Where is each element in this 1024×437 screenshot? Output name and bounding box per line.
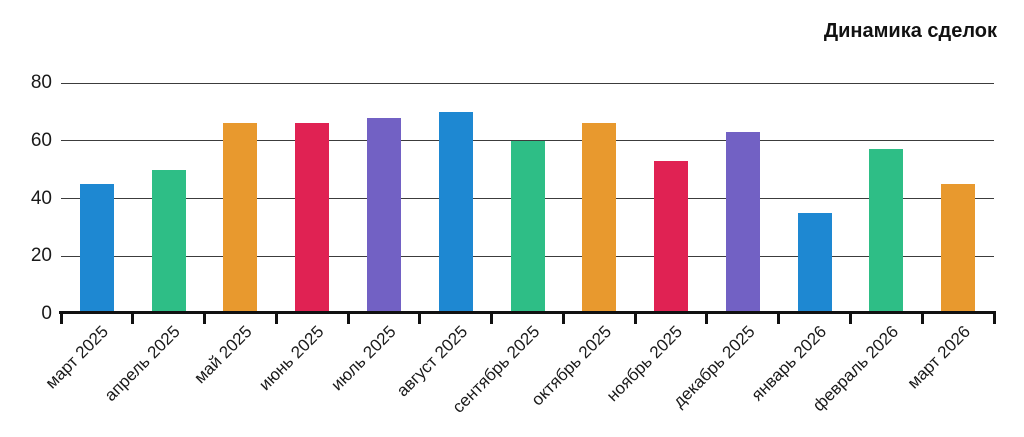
bar[interactable] [725, 132, 760, 314]
x-axis-tick-label: май 2025 [190, 322, 256, 388]
bar[interactable] [582, 123, 617, 314]
bar[interactable] [295, 123, 330, 314]
bar[interactable] [79, 184, 114, 314]
x-axis-tick [848, 311, 852, 324]
x-axis-tick [920, 311, 924, 324]
y-axis-tick-label: 0 [41, 303, 52, 324]
x-axis-tick-label: август 2025 [392, 322, 472, 401]
x-axis-tick [131, 311, 135, 324]
x-axis-tick [346, 311, 350, 324]
bar[interactable] [869, 149, 904, 314]
x-axis-tick [633, 311, 637, 324]
chart-title: Динамика сделок [823, 20, 997, 42]
bar[interactable] [510, 140, 545, 314]
bar[interactable] [366, 117, 401, 314]
x-axis-tick-label: апрель 2025 [101, 322, 185, 405]
x-axis-tick-label: март 2025 [41, 322, 113, 393]
bar[interactable] [151, 169, 186, 314]
x-axis-tick [59, 311, 63, 324]
gridline [61, 82, 994, 84]
x-axis-tick [992, 311, 996, 324]
y-axis-tick-label: 80 [30, 72, 52, 93]
x-axis-tick [490, 311, 494, 324]
y-axis-tick-label: 60 [30, 129, 52, 151]
x-axis-tick-label: март 2026 [903, 322, 974, 393]
bar[interactable] [438, 111, 473, 314]
x-axis-tick [203, 311, 207, 324]
bar[interactable] [941, 184, 976, 314]
x-axis-tick [418, 311, 422, 324]
x-axis-tick-label: июнь 2025 [255, 322, 328, 395]
x-axis-tick [777, 311, 781, 324]
bar[interactable] [654, 160, 689, 314]
x-axis-tick [274, 311, 278, 324]
bar[interactable] [223, 123, 258, 314]
x-axis-line [59, 311, 996, 314]
bar[interactable] [797, 212, 832, 314]
y-axis-tick-label: 40 [30, 187, 52, 209]
x-axis-tick-label: июль 2025 [327, 322, 400, 395]
x-axis-tick [561, 311, 565, 324]
y-axis-tick-label: 20 [30, 245, 52, 267]
x-axis-tick [705, 311, 709, 324]
